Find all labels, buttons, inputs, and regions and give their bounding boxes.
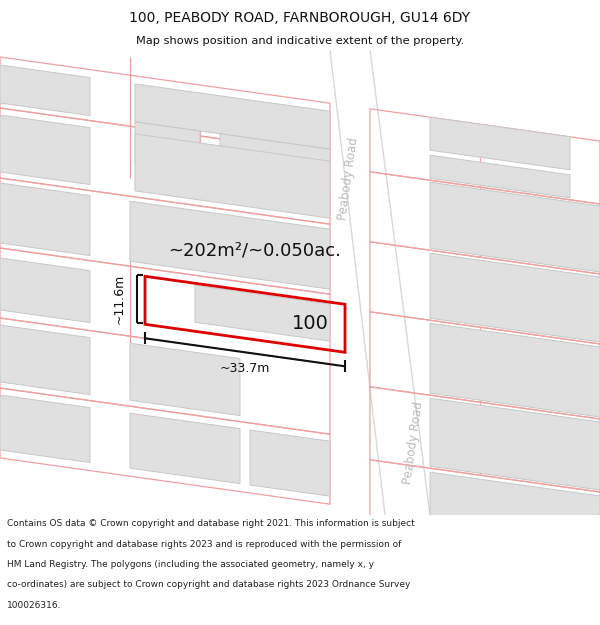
Polygon shape	[135, 84, 330, 149]
Polygon shape	[430, 155, 570, 198]
Polygon shape	[430, 472, 600, 559]
Polygon shape	[0, 65, 90, 116]
Polygon shape	[135, 134, 330, 218]
Text: Map shows position and indicative extent of the property.: Map shows position and indicative extent…	[136, 36, 464, 46]
Text: co-ordinates) are subject to Crown copyright and database rights 2023 Ordnance S: co-ordinates) are subject to Crown copyr…	[7, 581, 410, 589]
Text: to Crown copyright and database rights 2023 and is reproduced with the permissio: to Crown copyright and database rights 2…	[7, 540, 401, 549]
Polygon shape	[0, 395, 90, 462]
Polygon shape	[0, 183, 90, 256]
Polygon shape	[330, 50, 430, 515]
Polygon shape	[0, 325, 90, 394]
Polygon shape	[220, 134, 330, 191]
Text: Peabody Road: Peabody Road	[336, 136, 360, 221]
Polygon shape	[430, 323, 600, 417]
Text: 100: 100	[292, 314, 328, 333]
Text: 100, PEABODY ROAD, FARNBOROUGH, GU14 6DY: 100, PEABODY ROAD, FARNBOROUGH, GU14 6DY	[130, 11, 470, 25]
Text: Peabody Road: Peabody Road	[401, 401, 425, 485]
Polygon shape	[430, 398, 600, 490]
Polygon shape	[135, 122, 200, 173]
Polygon shape	[430, 182, 600, 272]
Text: Contains OS data © Crown copyright and database right 2021. This information is : Contains OS data © Crown copyright and d…	[7, 519, 415, 528]
Text: ~33.7m: ~33.7m	[220, 362, 270, 375]
Polygon shape	[195, 285, 330, 341]
Polygon shape	[430, 118, 570, 170]
Text: HM Land Registry. The polygons (including the associated geometry, namely x, y: HM Land Registry. The polygons (includin…	[7, 560, 374, 569]
Polygon shape	[130, 413, 240, 484]
Text: 100026316.: 100026316.	[7, 601, 62, 610]
Polygon shape	[130, 343, 240, 416]
Text: ~11.6m: ~11.6m	[113, 274, 125, 324]
Text: ~202m²/~0.050ac.: ~202m²/~0.050ac.	[169, 242, 341, 260]
Polygon shape	[430, 253, 600, 342]
Polygon shape	[0, 115, 90, 184]
Polygon shape	[130, 201, 330, 289]
Polygon shape	[0, 258, 90, 322]
Polygon shape	[250, 430, 330, 496]
